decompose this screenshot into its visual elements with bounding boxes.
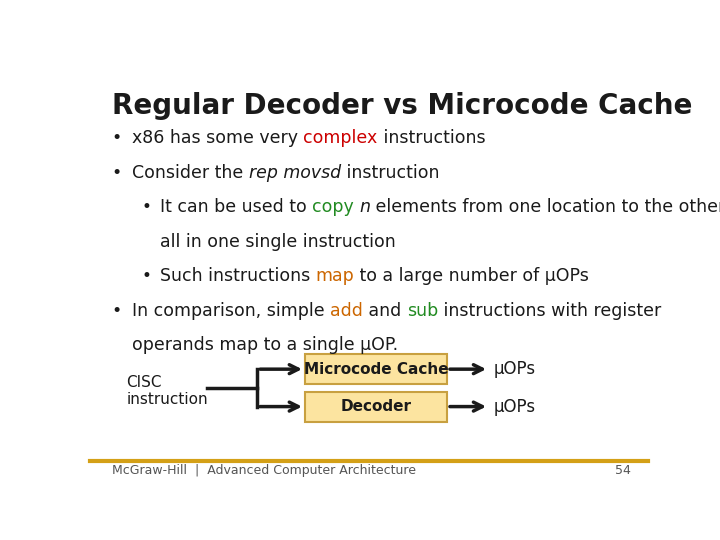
- Text: x86 has some very: x86 has some very: [132, 129, 303, 147]
- Text: μOPs: μOPs: [493, 397, 536, 416]
- Text: It can be used to: It can be used to: [160, 198, 312, 217]
- Text: and: and: [363, 302, 407, 320]
- Text: operands map to a single μOP.: operands map to a single μOP.: [132, 336, 398, 354]
- Text: Decoder: Decoder: [341, 399, 411, 414]
- Text: rep movsd: rep movsd: [248, 164, 341, 182]
- Text: copy: copy: [312, 198, 354, 217]
- Text: sub: sub: [407, 302, 438, 320]
- Text: •: •: [141, 198, 151, 217]
- Text: μOPs: μOPs: [493, 360, 536, 378]
- Text: instructions with register: instructions with register: [438, 302, 661, 320]
- Text: Such instructions: Such instructions: [160, 267, 315, 285]
- Text: add: add: [330, 302, 363, 320]
- Text: •: •: [111, 129, 122, 147]
- Text: map: map: [315, 267, 354, 285]
- Text: In comparison, simple: In comparison, simple: [132, 302, 330, 320]
- Text: to a large number of μOPs: to a large number of μOPs: [354, 267, 589, 285]
- Text: CISC
instruction: CISC instruction: [126, 375, 208, 407]
- Text: •: •: [111, 164, 122, 182]
- Text: Regular Decoder vs Microcode Cache: Regular Decoder vs Microcode Cache: [112, 92, 693, 120]
- Text: n: n: [359, 198, 370, 217]
- Text: all in one single instruction: all in one single instruction: [160, 233, 395, 251]
- Text: •: •: [111, 302, 122, 320]
- Text: McGraw-Hill  |  Advanced Computer Architecture: McGraw-Hill | Advanced Computer Architec…: [112, 464, 416, 477]
- FancyBboxPatch shape: [305, 354, 447, 384]
- FancyBboxPatch shape: [305, 392, 447, 422]
- Text: •: •: [141, 267, 151, 285]
- Text: instructions: instructions: [377, 129, 485, 147]
- Text: elements from one location to the other →: elements from one location to the other …: [370, 198, 720, 217]
- Text: 54: 54: [616, 464, 631, 477]
- Text: Microcode Cache: Microcode Cache: [304, 362, 449, 377]
- Text: instruction: instruction: [341, 164, 439, 182]
- Text: Consider the: Consider the: [132, 164, 248, 182]
- Text: complex: complex: [303, 129, 377, 147]
